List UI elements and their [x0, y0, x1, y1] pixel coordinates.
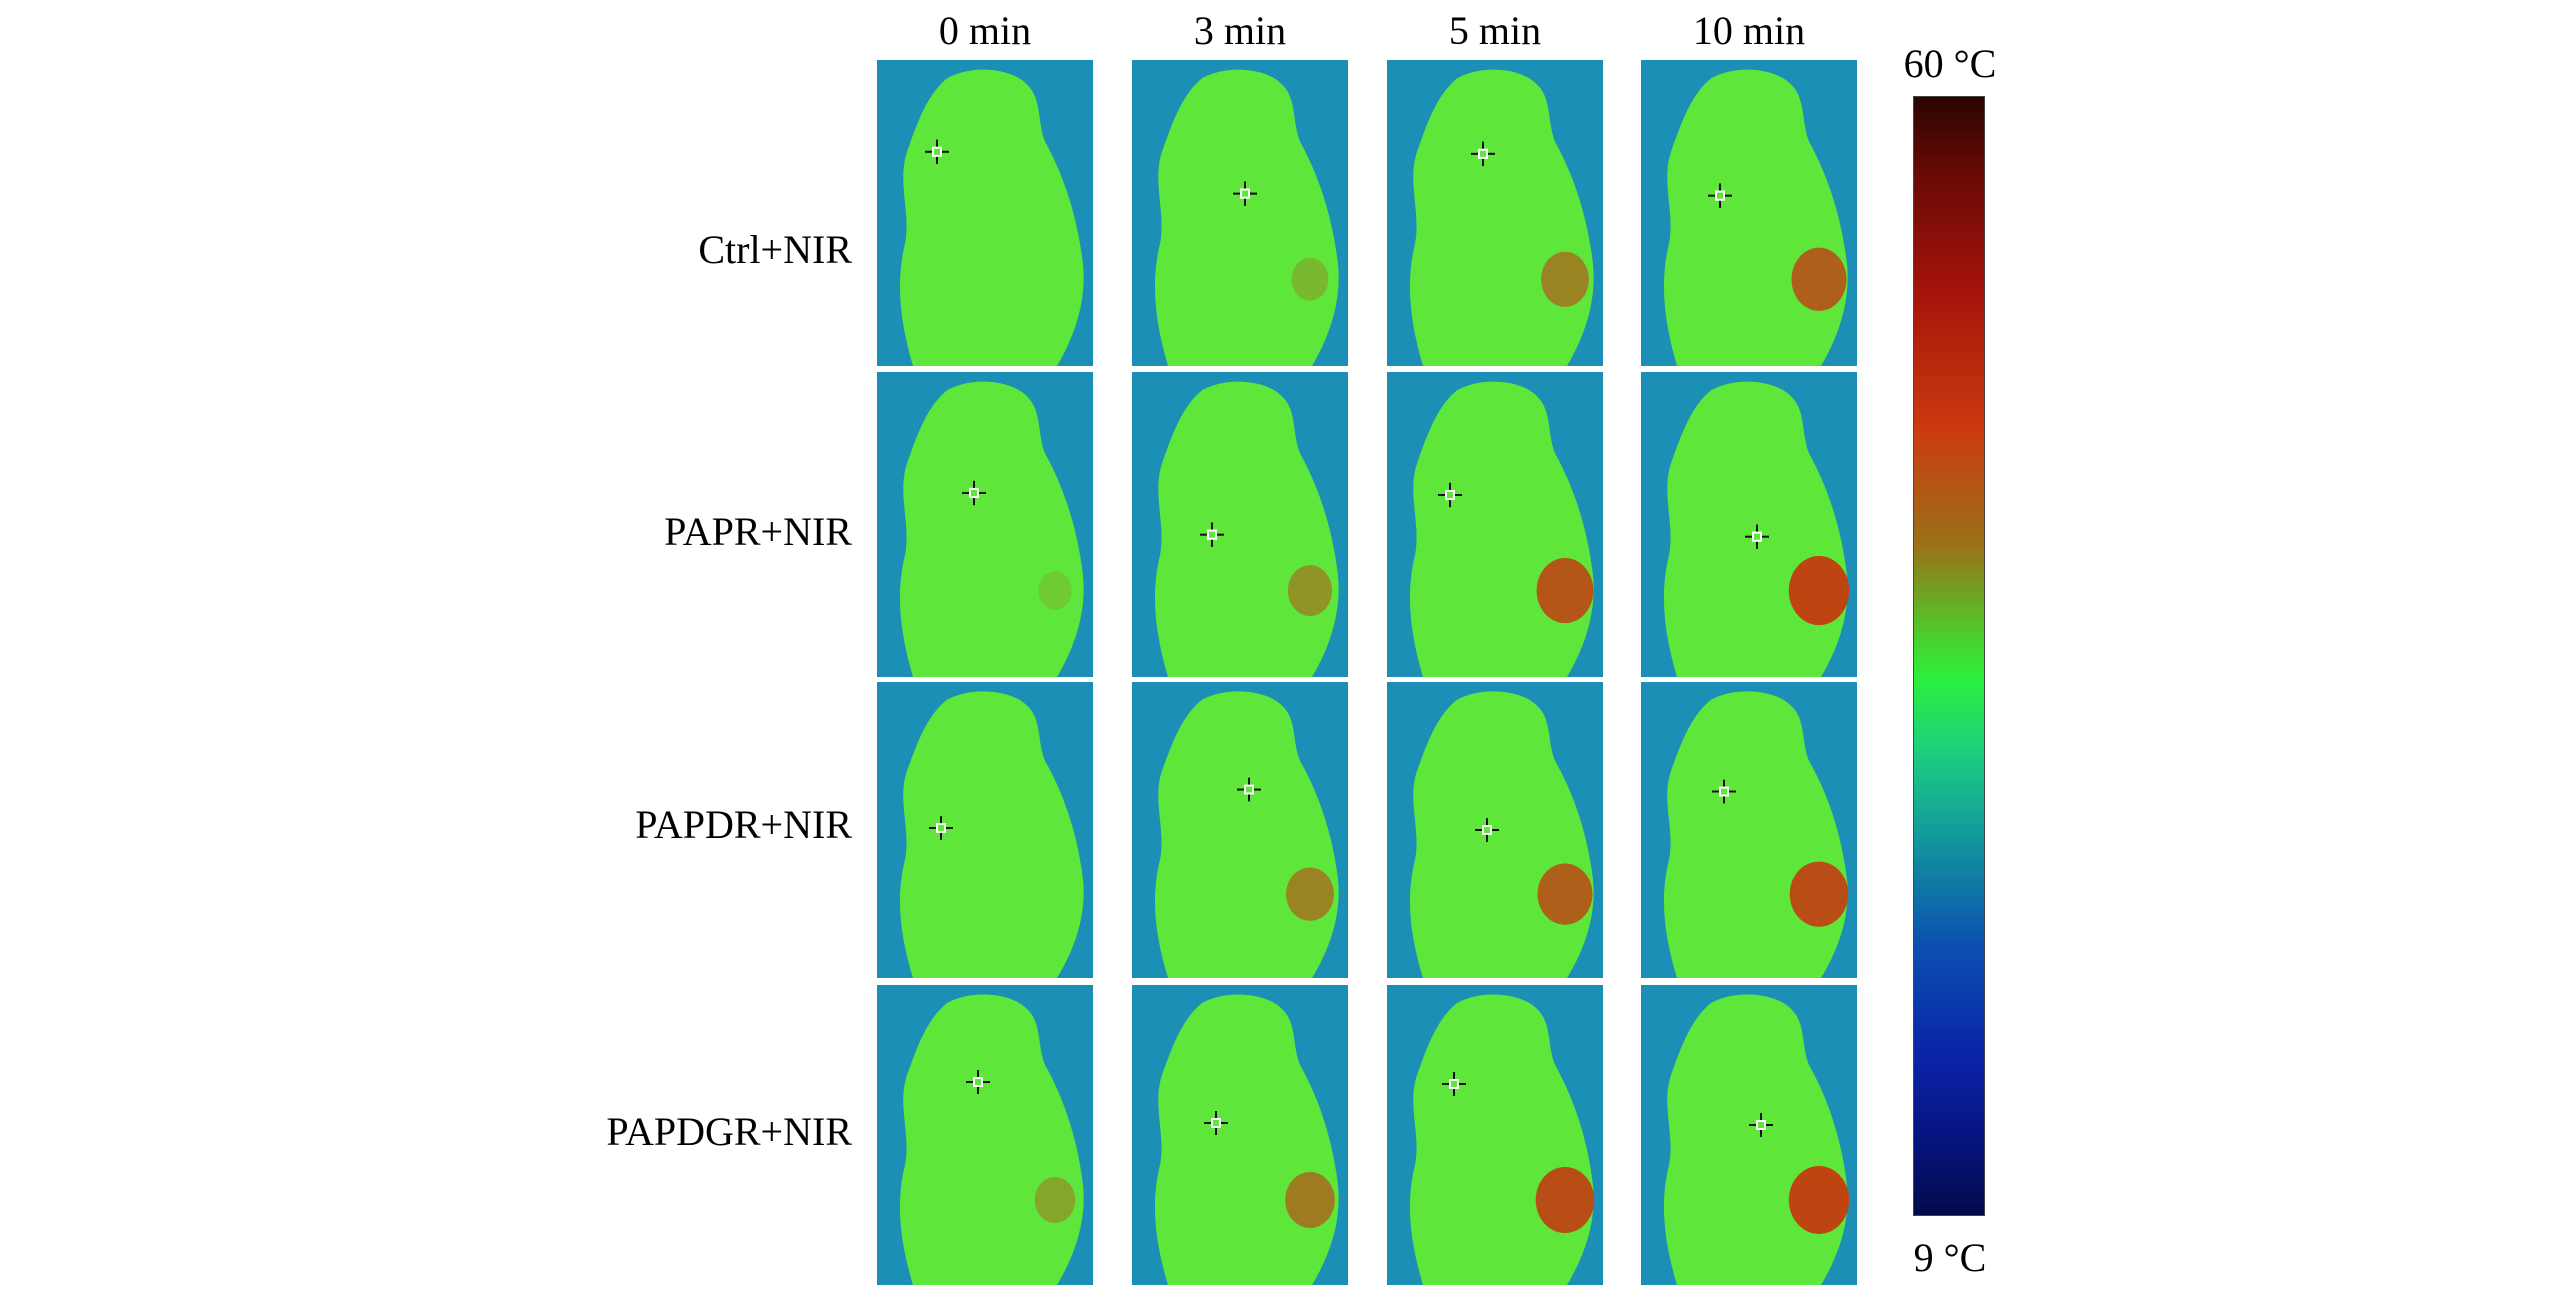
tumor-hotspot — [1034, 1177, 1076, 1223]
col-header-5min: 5 min — [1448, 8, 1542, 53]
tumor-hotspot — [1285, 1172, 1335, 1228]
crosshair-marker — [1745, 524, 1769, 549]
tumor-hotspot — [1287, 565, 1333, 616]
tumor-hotspot — [1537, 863, 1593, 925]
crosshair-marker — [966, 1070, 990, 1094]
row-label-papdr: PAPDR+NIR — [635, 802, 852, 847]
row-label-ctrl: Ctrl+NIR — [698, 227, 852, 272]
row-label-papr: PAPR+NIR — [664, 509, 852, 554]
thermal-image-r2-c3 — [1387, 372, 1603, 677]
thermal-image-r4-c1 — [877, 985, 1093, 1285]
crosshair-marker — [1237, 777, 1261, 802]
mouse-body — [899, 994, 1084, 1285]
crosshair-marker — [1200, 522, 1224, 547]
temperature-colorbar — [1913, 96, 1985, 1216]
tumor-hotspot — [1536, 558, 1594, 624]
tumor-hotspot — [1535, 1167, 1595, 1233]
crosshair-marker — [1712, 779, 1736, 804]
thermal-image-r3-c4 — [1641, 682, 1857, 978]
crosshair-marker — [925, 139, 949, 165]
thermal-image-r1-c1 — [877, 60, 1093, 366]
tumor-hotspot — [1541, 251, 1589, 307]
mouse-body — [899, 381, 1084, 677]
thermal-image-r3-c1 — [877, 682, 1093, 978]
tumor-hotspot — [1038, 571, 1072, 610]
tumor-hotspot — [1788, 1166, 1850, 1234]
crosshair-marker — [929, 816, 953, 840]
tumor-hotspot — [1291, 257, 1329, 301]
crosshair-marker — [1475, 818, 1499, 842]
thermal-image-r2-c4 — [1641, 372, 1857, 677]
mouse-body — [1154, 69, 1339, 366]
thermal-image-r1-c2 — [1132, 60, 1348, 366]
thermal-image-r4-c4 — [1641, 985, 1857, 1285]
row-label-papdgr: PAPDGR+NIR — [606, 1109, 852, 1154]
thermal-image-r2-c1 — [877, 372, 1093, 677]
thermal-image-r1-c3 — [1387, 60, 1603, 366]
crosshair-marker — [1233, 181, 1257, 206]
thermal-image-r4-c2 — [1132, 985, 1348, 1285]
thermal-image-r4-c3 — [1387, 985, 1603, 1285]
crosshair-marker — [1471, 141, 1495, 167]
tumor-hotspot — [1286, 867, 1334, 921]
crosshair-marker — [1204, 1111, 1228, 1135]
colorbar-min-label: 9 °C — [1913, 1235, 1987, 1280]
thermal-image-r3-c3 — [1387, 682, 1603, 978]
crosshair-marker — [962, 480, 986, 506]
tumor-hotspot — [1788, 556, 1850, 626]
thermal-image-r1-c4 — [1641, 60, 1857, 366]
mouse-body — [899, 69, 1084, 366]
crosshair-marker — [1708, 183, 1732, 208]
thermal-image-r3-c2 — [1132, 682, 1348, 978]
col-header-10min: 10 min — [1692, 8, 1806, 53]
mouse-body — [899, 691, 1084, 978]
colorbar-max-label: 60 °C — [1903, 41, 1997, 86]
crosshair-marker — [1749, 1113, 1773, 1137]
tumor-hotspot — [1789, 861, 1849, 927]
col-header-3min: 3 min — [1193, 8, 1287, 53]
tumor-hotspot — [1791, 247, 1847, 311]
crosshair-marker — [1438, 482, 1462, 508]
crosshair-marker — [1442, 1072, 1466, 1096]
col-header-0min: 0 min — [938, 8, 1032, 53]
thermal-image-r2-c2 — [1132, 372, 1348, 677]
